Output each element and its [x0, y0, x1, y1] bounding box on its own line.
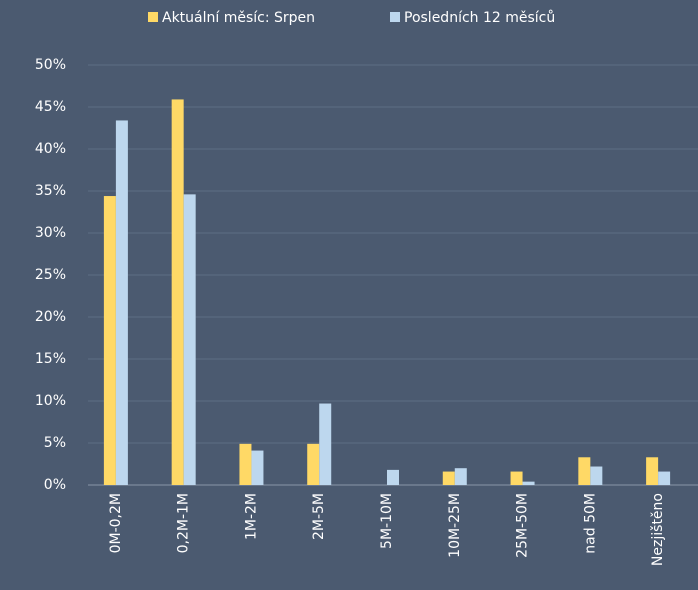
legend-label: Posledních 12 měsíců [404, 10, 555, 26]
x-tick-label: 0M-0,2M [108, 493, 124, 553]
bar [251, 450, 264, 485]
bar [658, 471, 671, 485]
bar [510, 471, 523, 485]
y-tick-label: 30% [35, 225, 66, 241]
bar [442, 471, 455, 485]
bar [103, 196, 116, 486]
x-tick-label: 10M-25M [447, 493, 463, 558]
bar [454, 468, 467, 485]
legend-swatch [148, 12, 158, 22]
x-tick-label: 2M-5M [311, 493, 327, 540]
y-tick-label: 45% [35, 99, 66, 115]
x-tick-label: 0,2M-1M [176, 493, 192, 553]
x-tick-label: 1M-2M [243, 493, 259, 540]
bar [578, 457, 591, 485]
x-tick-label: 25M-50M [515, 493, 531, 558]
legend-swatch [390, 12, 400, 22]
bar [239, 443, 252, 485]
y-tick-label: 0% [44, 477, 66, 493]
x-tick-label: Nezjištěno [650, 493, 666, 566]
y-tick-label: 25% [35, 267, 66, 283]
bar [387, 469, 399, 485]
bar [171, 99, 184, 485]
bar [307, 443, 320, 485]
y-tick-label: 20% [35, 309, 66, 325]
bar [590, 466, 603, 485]
bar [183, 194, 196, 486]
bar [646, 457, 659, 485]
legend-label: Aktuální měsíc: Srpen [162, 10, 315, 26]
y-tick-label: 5% [44, 435, 66, 451]
y-tick-label: 40% [35, 141, 66, 157]
y-tick-label: 15% [35, 351, 66, 367]
bar [522, 481, 535, 485]
x-tick-label: 5M-10M [379, 493, 395, 549]
x-tick-label: nad 50M [582, 493, 598, 554]
y-tick-label: 10% [35, 393, 66, 409]
bar [319, 403, 332, 485]
y-tick-label: 50% [35, 57, 66, 73]
bar [115, 120, 128, 485]
y-tick-label: 35% [35, 183, 66, 199]
